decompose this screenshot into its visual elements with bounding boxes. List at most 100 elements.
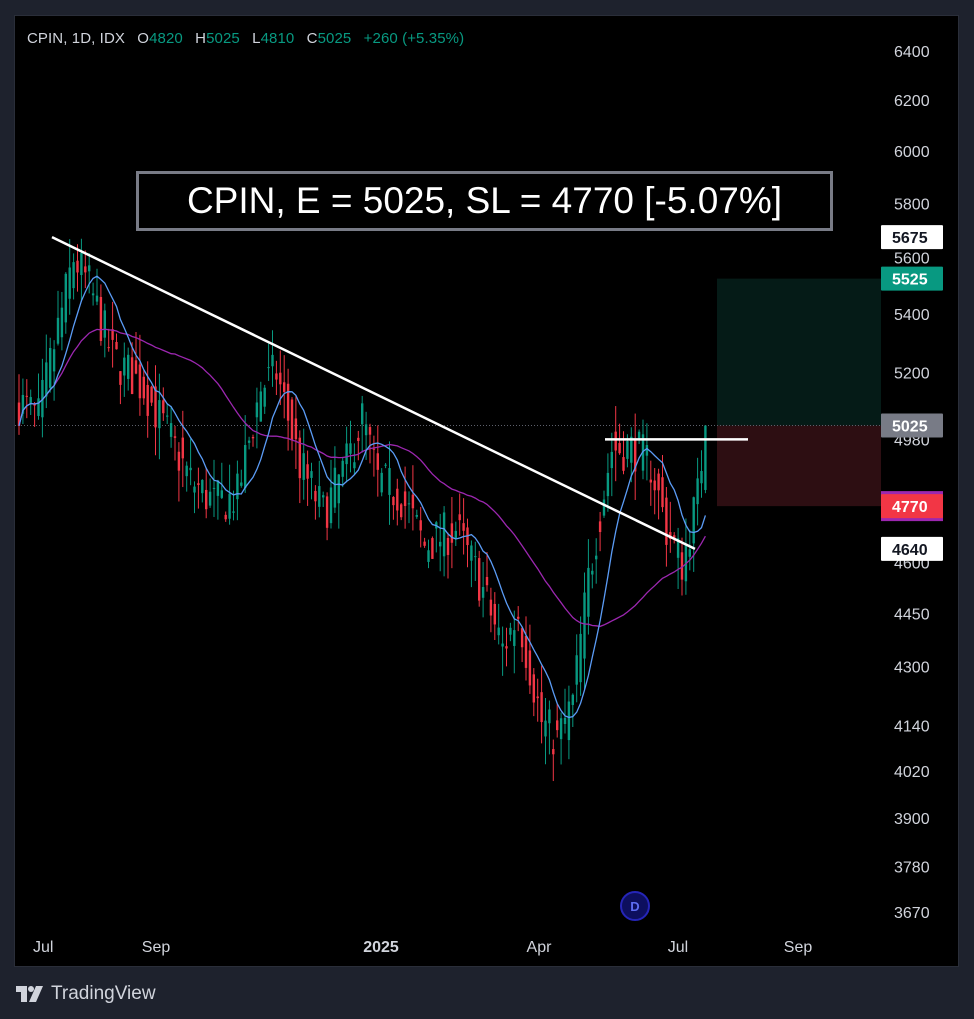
- candle-body: [193, 486, 196, 493]
- candle-body: [524, 635, 528, 668]
- candle-body: [247, 440, 251, 443]
- candle-body: [169, 423, 173, 437]
- candle-body: [244, 445, 247, 489]
- candle-body: [60, 307, 64, 338]
- candle-body: [630, 436, 633, 463]
- candle-body: [208, 491, 212, 506]
- candle-body: [626, 441, 629, 459]
- candle-body: [41, 379, 44, 418]
- candle-body: [205, 489, 208, 510]
- candle-body: [17, 402, 21, 426]
- candle-body: [271, 354, 274, 367]
- candle-body: [318, 486, 321, 507]
- high-value: 5025: [206, 30, 240, 47]
- candle-body: [501, 643, 504, 647]
- candle-body: [458, 514, 461, 521]
- candle-body: [598, 521, 602, 533]
- y-tick-label: 4300: [894, 660, 930, 677]
- symbol-legend: CPIN, 1D, IDX O4820 H5025 L4810 C5025 +2…: [27, 30, 464, 47]
- candle-body: [591, 570, 594, 575]
- price-tag-5525: 5525: [881, 266, 943, 291]
- y-tick-label: 5200: [894, 365, 930, 382]
- low-value: 4810: [260, 30, 295, 47]
- symbol-label: CPIN, 1D, IDX: [27, 30, 125, 47]
- candle-body: [505, 646, 508, 649]
- slow-moving-average: [18, 328, 706, 628]
- candle-body: [130, 357, 134, 395]
- candle-body: [470, 545, 473, 561]
- candle-body: [380, 472, 383, 493]
- candle-body: [119, 371, 122, 385]
- candle-body: [357, 437, 360, 441]
- y-tick-label: 5400: [894, 307, 930, 324]
- price-tag-bg: [881, 225, 943, 250]
- candle-body: [396, 488, 399, 511]
- candle-body: [197, 483, 200, 485]
- dividend-badge-label: D: [630, 899, 639, 914]
- candle-body: [56, 317, 60, 344]
- x-tick-label: Sep: [784, 939, 813, 956]
- candle-body: [263, 387, 266, 407]
- candle-body: [407, 503, 411, 505]
- x-tick-label: 2025: [363, 939, 399, 956]
- candle-body: [255, 402, 259, 418]
- price-tag-label: 4770: [892, 499, 928, 516]
- candle-body: [72, 262, 75, 289]
- candle-body: [185, 465, 188, 477]
- candle-body: [127, 354, 130, 379]
- close-label: C: [306, 30, 318, 47]
- trade-annotation[interactable]: CPIN, E = 5025, SL = 4770 [-5.07%]: [136, 171, 833, 231]
- candle-body: [411, 494, 415, 509]
- candle-body: [337, 474, 340, 504]
- candle-body: [497, 627, 500, 636]
- candle-body: [696, 478, 699, 505]
- candle-body: [454, 530, 457, 539]
- candle-body: [661, 477, 664, 508]
- price-tag-4640: 4640: [881, 536, 943, 561]
- open-label: O: [137, 30, 150, 47]
- tradingview-logo[interactable]: TradingView: [16, 981, 156, 1007]
- x-tick-label: Jul: [668, 939, 688, 956]
- price-tag-bg: [881, 494, 943, 519]
- y-tick-label: 4450: [894, 607, 930, 624]
- candle-body: [439, 541, 442, 547]
- candle-body: [602, 499, 606, 516]
- candle-body: [649, 479, 652, 483]
- y-tick-label: 3780: [894, 859, 930, 876]
- y-tick-label: 5600: [894, 251, 930, 268]
- candle-body: [99, 296, 103, 341]
- x-axis: Jul Sep 2025 Apr Jul Sep: [33, 939, 812, 956]
- price-tag-label: 5675: [892, 230, 928, 247]
- candle-body: [442, 512, 446, 557]
- chart-frame[interactable]: D640062006000580056005400520049804770460…: [14, 15, 959, 967]
- candle-body: [450, 523, 454, 543]
- candle-body: [84, 266, 87, 273]
- x-tick-label: Apr: [527, 939, 553, 956]
- candle-body: [302, 453, 305, 480]
- candle-body: [49, 347, 52, 388]
- candle-body: [622, 457, 625, 471]
- x-tick-label: Sep: [142, 939, 171, 956]
- price-tag-label: 5025: [892, 418, 928, 435]
- candle-body: [567, 701, 571, 741]
- candle-body: [298, 437, 301, 479]
- candle-body: [349, 443, 352, 454]
- candle-body: [283, 382, 286, 392]
- price-tag-5675: 5675: [881, 225, 943, 250]
- candle-body: [415, 515, 418, 517]
- candle-body: [556, 720, 559, 731]
- profit-zone: [717, 278, 881, 426]
- candle-body: [68, 267, 71, 299]
- candle-body: [571, 694, 574, 705]
- candle-body: [563, 717, 567, 724]
- candle-body: [216, 480, 220, 496]
- candle-body: [513, 630, 516, 646]
- candles: [17, 238, 707, 782]
- candle-body: [532, 674, 535, 703]
- candle-body: [485, 576, 489, 586]
- candle-body: [158, 400, 161, 429]
- candle-body: [474, 556, 477, 558]
- price-chart[interactable]: D640062006000580056005400520049804770460…: [15, 16, 958, 966]
- candle-body: [536, 696, 539, 699]
- candle-body: [88, 265, 91, 272]
